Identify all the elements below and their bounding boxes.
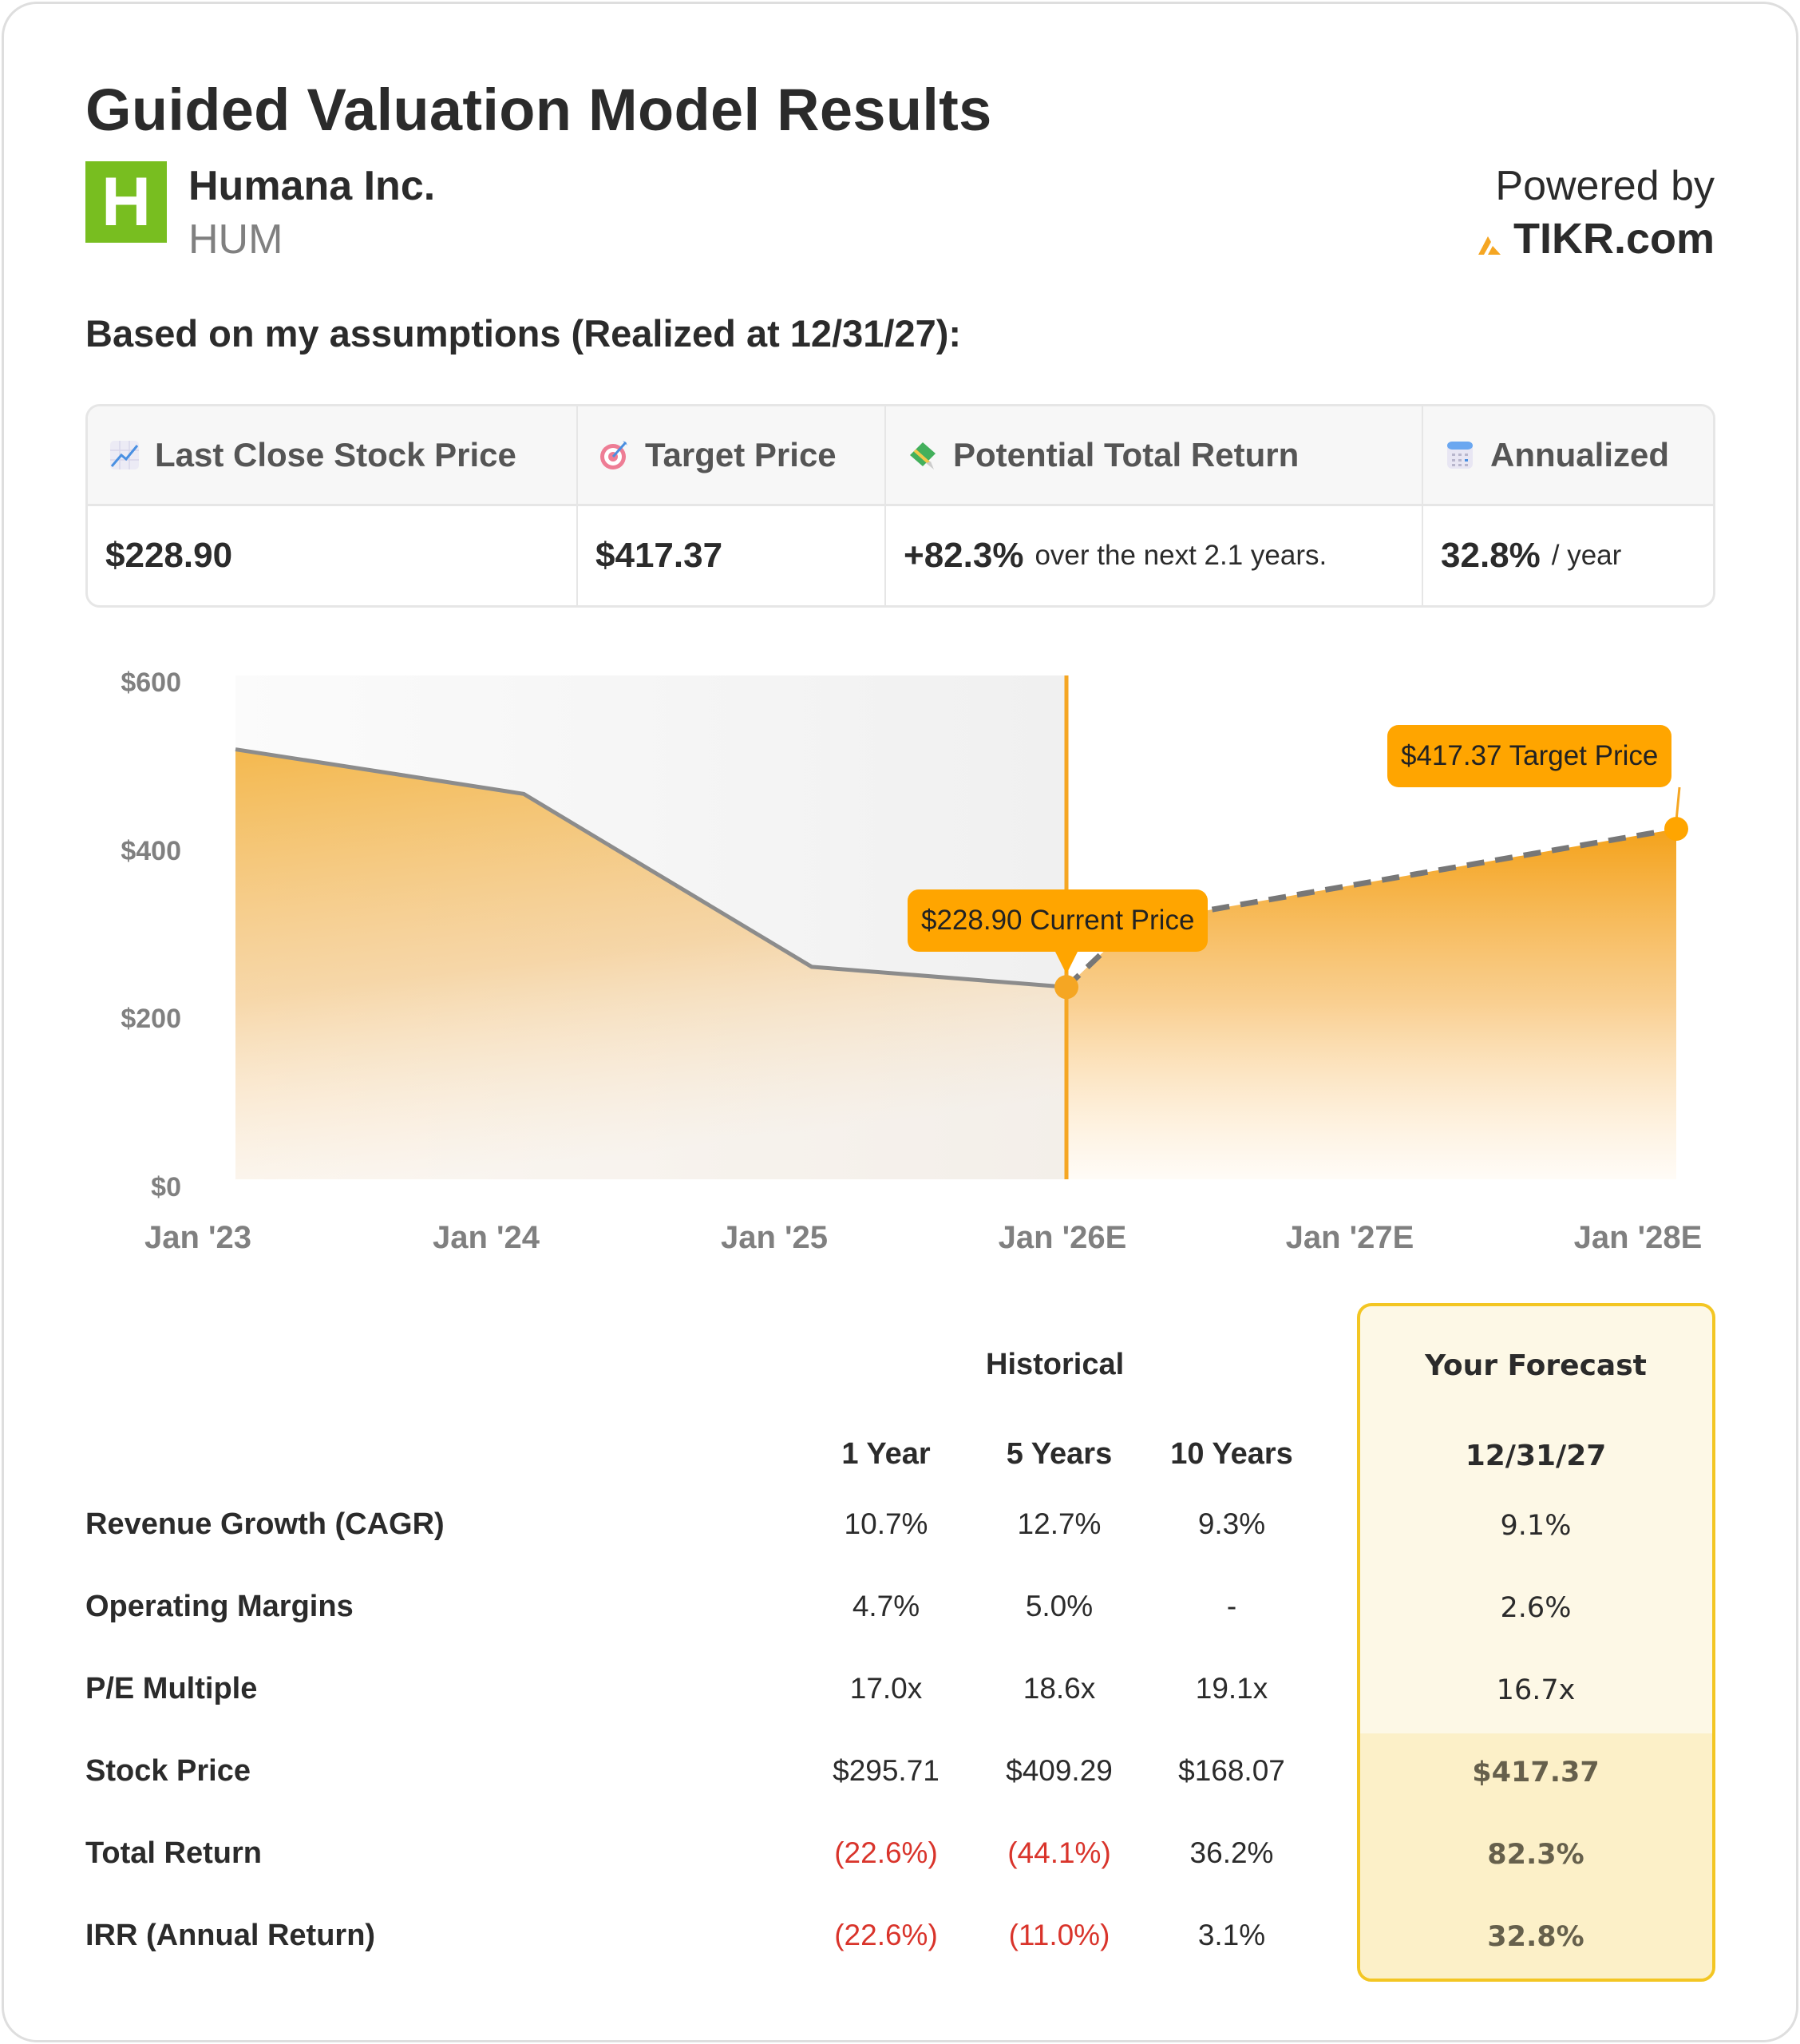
ticker-symbol: HUM — [188, 216, 283, 263]
forecast-area — [1066, 829, 1676, 1179]
table-cell: 3.1% — [1197, 1919, 1266, 1951]
row-label: Operating Margins — [85, 1590, 354, 1623]
historical-area — [235, 749, 1066, 1179]
assumptions-subtitle: Based on my assumptions (Realized at 12/… — [85, 312, 962, 355]
target-leader-line — [1675, 786, 1681, 822]
calendar-icon — [1447, 442, 1473, 469]
col-1-year: 1 Year — [841, 1437, 931, 1471]
annualized-pct: 32.8% — [1441, 536, 1541, 575]
header-total-return: Potential Total Return — [884, 406, 1422, 506]
table-cell: 4.7% — [852, 1590, 920, 1622]
target-icon — [600, 441, 627, 469]
forecast-cell: 9.1% — [1500, 1510, 1572, 1542]
header-total-return-label: Potential Total Return — [953, 436, 1300, 473]
total-return-pct: +82.3% — [904, 536, 1024, 575]
current-price-marker[interactable] — [1054, 975, 1078, 1000]
table-cell: $168.07 — [1178, 1754, 1285, 1787]
y-tick-200: $200 — [121, 1004, 181, 1034]
tikr-logo-icon — [1478, 236, 1501, 255]
table-cell: (11.0%) — [1008, 1919, 1110, 1951]
target-price-tooltip: $417.37 Target Price — [1387, 725, 1672, 787]
forecast-column — [1357, 1303, 1715, 1982]
price-chart: $600 $400 $200 $0 Jan '23 Jan '24 Jan '2… — [0, 639, 1800, 1278]
target-price-marker[interactable] — [1664, 817, 1688, 842]
historical-line — [235, 747, 1067, 989]
target-price-value: $417.37 — [576, 506, 884, 605]
x-tick-jan23: Jan '23 — [144, 1220, 252, 1255]
row-label: P/E Multiple — [85, 1672, 258, 1705]
header-last-close: Last Close Stock Price — [88, 406, 576, 506]
y-tick-600: $600 — [121, 667, 181, 698]
row-label: Stock Price — [85, 1754, 251, 1788]
header-annualized-label: Annualized — [1490, 436, 1670, 473]
table-cell: 17.0x — [849, 1672, 923, 1705]
total-return-suffix: over the next 2.1 years. — [1035, 540, 1327, 571]
table-cell: 19.1x — [1195, 1672, 1268, 1705]
table-cell: $295.71 — [833, 1754, 940, 1787]
historical-title: Historical — [986, 1348, 1125, 1381]
row-label: Revenue Growth (CAGR) — [85, 1507, 445, 1541]
forecast-title: Your Forecast — [1425, 1349, 1647, 1382]
y-tick-400: $400 — [121, 836, 181, 866]
powered-by-label: Powered by — [1495, 163, 1715, 209]
x-tick-jan25: Jan '25 — [720, 1220, 829, 1255]
chart-increasing-icon — [110, 441, 139, 469]
table-cell: 5.0% — [1025, 1590, 1094, 1622]
y-tick-0: $0 — [151, 1172, 181, 1202]
col-10-years: 10 Years — [1170, 1437, 1293, 1471]
last-close-value: $228.90 — [105, 536, 233, 575]
table-cell: 36.2% — [1189, 1836, 1274, 1869]
current-tooltip-pointer — [1055, 952, 1078, 974]
page-title: Guided Valuation Model Results — [85, 77, 992, 143]
table-cell: 18.6x — [1023, 1672, 1096, 1705]
company-logo: H — [85, 161, 167, 243]
row-label: IRR (Annual Return) — [85, 1919, 376, 1952]
money-with-wings-icon — [910, 442, 936, 469]
table-cell: $409.29 — [1006, 1754, 1113, 1787]
row-label: Total Return — [85, 1836, 262, 1870]
x-tick-jan28e: Jan '28E — [1573, 1220, 1703, 1255]
header-annualized: Annualized — [1422, 406, 1713, 506]
table-cell: - — [1226, 1590, 1237, 1622]
col-5-years: 5 Years — [1006, 1437, 1113, 1471]
table-cell: (22.6%) — [834, 1836, 938, 1869]
forecast-date: 12/31/27 — [1465, 1440, 1607, 1472]
annualized-value: 32.8% / year — [1422, 506, 1713, 605]
forecast-results-band — [1360, 1733, 1712, 1979]
x-tick-jan27e: Jan '27E — [1285, 1220, 1414, 1255]
table-cell: (22.6%) — [834, 1919, 938, 1951]
header-target: Target Price — [576, 406, 884, 506]
table-cell: 12.7% — [1017, 1507, 1102, 1540]
forecast-cell: 2.6% — [1500, 1592, 1572, 1624]
header-target-label: Target Price — [645, 436, 837, 473]
forecast-cell: 32.8% — [1487, 1921, 1584, 1953]
header-last-close-label: Last Close Stock Price — [155, 436, 516, 473]
forecast-cell: 82.3% — [1487, 1839, 1584, 1871]
table-cell: (44.1%) — [1007, 1836, 1111, 1869]
forecast-cell: $417.37 — [1472, 1757, 1600, 1788]
summary-table: Last Close Stock Price Target Price Pote… — [85, 404, 1715, 608]
current-price-tooltip: $228.90 Current Price — [908, 889, 1209, 952]
x-tick-jan26e: Jan '26E — [998, 1220, 1127, 1255]
table-cell: 10.7% — [844, 1507, 928, 1540]
tikr-brand-text: TIKR.com — [1513, 215, 1715, 263]
company-name: Humana Inc. — [188, 163, 436, 209]
table-cell: 9.3% — [1197, 1507, 1266, 1540]
forecast-cell: 16.7x — [1496, 1674, 1576, 1706]
tikr-brand[interactable]: TIKR.com — [1477, 214, 1715, 263]
logo-letter: H — [101, 164, 152, 240]
annualized-suffix: / year — [1551, 540, 1622, 571]
total-return-value: +82.3% over the next 2.1 years. — [884, 506, 1422, 605]
x-tick-jan24: Jan '24 — [432, 1220, 540, 1255]
